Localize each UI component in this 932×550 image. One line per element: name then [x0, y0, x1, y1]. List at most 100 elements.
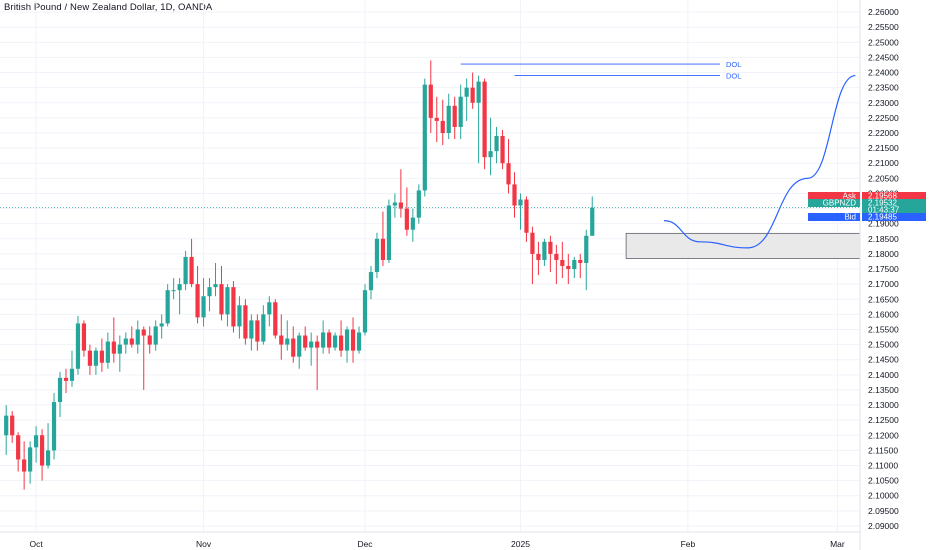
candle-body [285, 338, 290, 345]
candle-body [28, 447, 33, 472]
candle-body [530, 232, 535, 254]
candle-body [368, 272, 374, 291]
candle-body [434, 117, 439, 121]
candle-body [422, 84, 427, 191]
candle-body [39, 435, 45, 466]
candle-body [279, 335, 284, 345]
candle-body [129, 338, 134, 345]
candle-body [536, 253, 541, 260]
dol-lines: DOL DOL [460, 60, 741, 81]
candle-body [231, 287, 236, 327]
candle-body [566, 266, 571, 270]
candle-body [267, 302, 272, 315]
candle-body [249, 320, 254, 339]
y-tick-label: 2.18500 [868, 234, 899, 244]
tag-value-bg [862, 206, 926, 214]
y-tick-label: 2.09500 [868, 506, 899, 516]
candle-body [590, 207, 595, 236]
tag-label-bg [808, 213, 860, 221]
candle-body [333, 335, 338, 348]
x-tick-label: Dec [357, 539, 373, 549]
zone-rect [625, 232, 861, 259]
candle-body [506, 163, 511, 185]
candle-body [524, 199, 529, 233]
candle-body [213, 284, 218, 288]
candle-body [488, 151, 493, 158]
tag-value-bg [862, 199, 926, 207]
candle-body [189, 256, 194, 285]
candle-body [111, 341, 116, 354]
tag-label: GBPNZD [823, 199, 857, 208]
candle-body [560, 259, 565, 266]
candle-body [243, 305, 248, 339]
y-tick-label: 2.12500 [868, 415, 899, 425]
candle-body [75, 323, 81, 369]
candle-body [518, 199, 523, 206]
x-tick-label: Feb [681, 539, 696, 549]
candle-body [147, 335, 152, 345]
candle-body [309, 341, 314, 348]
candle-body [45, 450, 51, 466]
y-tick-label: 2.10500 [868, 476, 899, 486]
candle-body [416, 190, 421, 218]
tag-value: 2.19568 [868, 192, 897, 201]
y-tick-label: 2.25000 [868, 37, 899, 47]
y-tick-label: 2.13000 [868, 400, 899, 410]
candle-body [584, 235, 589, 263]
y-tick-label: 2.14500 [868, 355, 899, 365]
tag-label-bg [808, 192, 860, 200]
y-tick-label: 2.16000 [868, 309, 899, 319]
candle-body [255, 320, 260, 342]
y-tick-label: 2.23500 [868, 83, 899, 93]
candle-body [177, 284, 182, 291]
y-tick-label: 2.13500 [868, 385, 899, 395]
y-tick-label: 2.25500 [868, 22, 899, 32]
time-axis: Oct Nov Dec 2025 Feb Mar [0, 531, 860, 549]
tag-value-bg [862, 192, 926, 200]
x-tick-label: Mar [830, 539, 845, 549]
candle-body [57, 377, 63, 403]
candle-body [99, 350, 104, 363]
y-tick-label: 2.12000 [868, 430, 899, 440]
y-tick-label: 2.24000 [868, 68, 899, 78]
y-tick-label: 2.09000 [868, 521, 899, 531]
y-tick-label: 2.19000 [868, 219, 899, 229]
candle-body [10, 415, 15, 436]
candle-body [273, 302, 278, 336]
y-tick-label: 2.22500 [868, 113, 899, 123]
y-tick-label: 2.23000 [868, 98, 899, 108]
candle-body [548, 241, 553, 254]
candle-body [440, 120, 445, 133]
candle-body [195, 284, 200, 318]
candle-body [476, 81, 481, 103]
y-tick-label: 2.18000 [868, 249, 899, 259]
candle-body [464, 87, 469, 97]
candle-body [87, 350, 93, 366]
projection-curve [663, 74, 856, 249]
price-axis: 2.26000 2.25500 2.25000 2.24500 2.24000 2.235… [859, 0, 899, 550]
candle-body [93, 350, 98, 366]
candle-body [327, 332, 332, 348]
candle-body [63, 377, 69, 381]
y-tick-label: 2.10000 [868, 491, 899, 501]
y-tick-label: 2.14000 [868, 370, 899, 380]
y-tick-label: 2.22000 [868, 128, 899, 138]
candle-body [321, 332, 326, 348]
candle-body [303, 335, 308, 348]
candle-body [171, 290, 176, 292]
candle-body [554, 253, 559, 260]
candle-body [183, 256, 188, 285]
candle-body [446, 105, 451, 133]
candle-body [105, 341, 110, 363]
candle-body [237, 305, 242, 327]
candle-body [512, 184, 517, 206]
y-tick-label: 2.20500 [868, 173, 899, 183]
candle-body [374, 238, 380, 273]
projection-path [663, 74, 856, 249]
tag-label: Bid [844, 213, 856, 222]
candle-body [380, 238, 386, 260]
candle-body [51, 402, 57, 451]
candle-body [350, 329, 356, 351]
candle-body [291, 338, 296, 357]
